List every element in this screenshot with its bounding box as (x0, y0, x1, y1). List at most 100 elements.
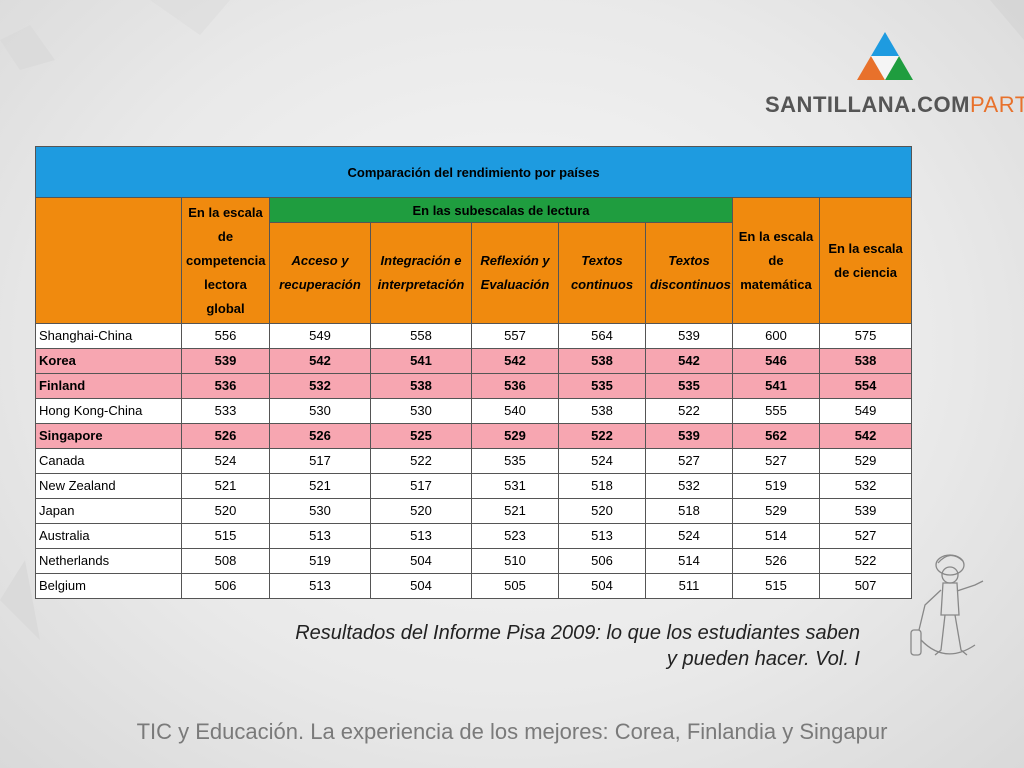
comparison-table-container: Comparación del rendimiento por países E… (34, 146, 913, 599)
table-row: Korea 539 542 541 542 538 542 546 538 (35, 348, 913, 374)
score-cell: 522 (645, 398, 733, 424)
score-cell: 504 (370, 573, 472, 599)
country-cell: New Zealand (35, 473, 182, 499)
country-cell: Hong Kong-China (35, 398, 182, 424)
header-subscale-reflection: Reflexión y Evaluación (471, 222, 559, 324)
header-subscales-group: En las subescalas de lectura (269, 197, 733, 223)
score-cell: 527 (818, 523, 913, 549)
score-cell: 530 (269, 498, 371, 524)
score-cell: 525 (370, 423, 472, 449)
pisa-comparison-table: Comparación del rendimiento por países E… (34, 146, 913, 599)
table-row: Belgium 506 513 504 505 504 511 515 507 (35, 573, 913, 599)
country-cell: Finland (35, 373, 182, 399)
score-cell: 538 (558, 348, 646, 374)
country-header-cell (35, 197, 182, 324)
score-cell: 522 (818, 548, 913, 574)
score-cell: 519 (732, 473, 820, 499)
score-cell: 518 (645, 498, 733, 524)
score-cell: 600 (732, 323, 820, 349)
score-cell: 554 (818, 373, 913, 399)
table-row: Canada 524 517 522 535 524 527 527 529 (35, 448, 913, 474)
score-cell: 538 (558, 398, 646, 424)
score-cell: 532 (645, 473, 733, 499)
score-cell: 507 (818, 573, 913, 599)
header-math: En la escala de matemática (732, 197, 820, 324)
header-subscale-integration: Integración e interpretación (370, 222, 472, 324)
score-cell: 558 (370, 323, 472, 349)
score-cell: 556 (181, 323, 270, 349)
brand-name: SANTILLANA.COMPARTIR (765, 92, 1024, 118)
score-cell: 533 (181, 398, 270, 424)
header-science: En la escala de ciencia (818, 197, 913, 324)
score-cell: 557 (471, 323, 559, 349)
score-cell: 513 (558, 523, 646, 549)
score-cell: 504 (558, 573, 646, 599)
caption-line-2: y pueden hacer. Vol. I (666, 648, 860, 670)
score-cell: 539 (818, 498, 913, 524)
score-cell: 530 (370, 398, 472, 424)
triangle-logo-icon (857, 32, 913, 80)
score-cell: 517 (269, 448, 371, 474)
score-cell: 535 (471, 448, 559, 474)
table-title: Comparación del rendimiento por países (34, 146, 913, 198)
score-cell: 508 (181, 548, 270, 574)
brand-name-part1: SANTILLANA.COM (765, 92, 970, 117)
table-row: Finland 536 532 538 536 535 535 541 554 (35, 373, 913, 399)
country-cell: Shanghai-China (35, 323, 182, 349)
score-cell: 541 (370, 348, 472, 374)
table-row: Australia 515 513 513 523 513 524 514 527 (35, 523, 913, 549)
score-cell: 518 (558, 473, 646, 499)
country-cell: Australia (35, 523, 182, 549)
country-cell: Canada (35, 448, 182, 474)
santillana-logo: SANTILLANA.COMPARTIR (765, 30, 1024, 130)
source-caption: Resultados del Informe Pisa 2009: lo que… (190, 620, 860, 672)
table-row: Netherlands 508 519 504 510 506 514 526 522 (35, 548, 913, 574)
score-cell: 542 (471, 348, 559, 374)
score-cell: 530 (269, 398, 371, 424)
score-cell: 524 (558, 448, 646, 474)
country-cell: Korea (35, 348, 182, 374)
score-cell: 517 (370, 473, 472, 499)
score-cell: 542 (818, 423, 913, 449)
score-cell: 535 (558, 373, 646, 399)
score-cell: 521 (471, 498, 559, 524)
score-cell: 515 (732, 573, 820, 599)
score-cell: 520 (370, 498, 472, 524)
score-cell: 542 (645, 348, 733, 374)
table-row: Shanghai-China 556 549 558 557 564 539 600 575 (35, 323, 913, 349)
score-cell: 522 (558, 423, 646, 449)
country-cell: Belgium (35, 573, 182, 599)
score-cell: 514 (732, 523, 820, 549)
score-cell: 515 (181, 523, 270, 549)
score-cell: 538 (370, 373, 472, 399)
score-cell: 506 (558, 548, 646, 574)
score-cell: 539 (645, 323, 733, 349)
score-cell: 527 (645, 448, 733, 474)
score-cell: 524 (181, 448, 270, 474)
slide-footer-title: TIC y Educación. La experiencia de los m… (136, 719, 888, 744)
score-cell: 541 (732, 373, 820, 399)
score-cell: 549 (269, 323, 371, 349)
score-cell: 536 (181, 373, 270, 399)
score-cell: 514 (645, 548, 733, 574)
country-cell: Netherlands (35, 548, 182, 574)
score-cell: 538 (818, 348, 913, 374)
score-cell: 513 (269, 573, 371, 599)
score-cell: 511 (645, 573, 733, 599)
score-cell: 540 (471, 398, 559, 424)
score-cell: 536 (471, 373, 559, 399)
score-cell: 523 (471, 523, 559, 549)
caption-line-1: Resultados del Informe Pisa 2009: lo que… (295, 622, 860, 644)
score-cell: 520 (558, 498, 646, 524)
score-cell: 513 (269, 523, 371, 549)
header-subscale-noncontinuous: Textos discontinuos (645, 222, 733, 324)
table-row: Hong Kong-China 533 530 530 540 538 522 555 549 (35, 398, 913, 424)
score-cell: 527 (732, 448, 820, 474)
table-row: Japan 520 530 520 521 520 518 529 539 (35, 498, 913, 524)
score-cell: 542 (269, 348, 371, 374)
score-cell: 513 (370, 523, 472, 549)
score-cell: 549 (818, 398, 913, 424)
table-row: Singapore 526 526 525 529 522 539 562 542 (35, 423, 913, 449)
score-cell: 524 (645, 523, 733, 549)
